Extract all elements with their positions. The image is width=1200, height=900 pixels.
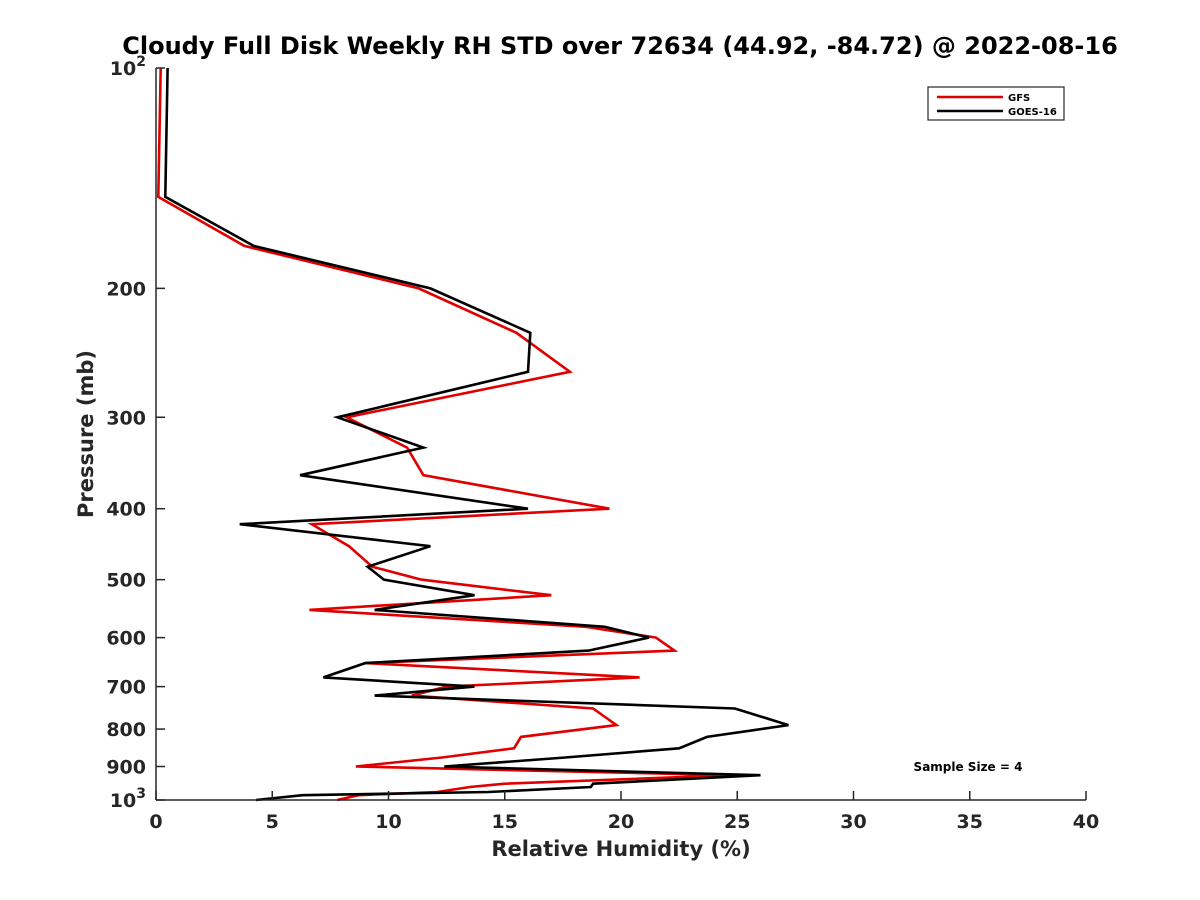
x-tick-label: 40	[1073, 811, 1099, 833]
y-tick-label: 103	[110, 786, 146, 812]
legend-box	[927, 86, 1065, 121]
x-tick-label: 30	[840, 811, 866, 833]
y-tick-label: 900	[106, 757, 146, 779]
chart-title: Cloudy Full Disk Weekly RH STD over 7263…	[122, 32, 1118, 60]
x-tick-label: 5	[266, 811, 279, 833]
x-tick-label: 10	[375, 811, 401, 833]
x-tick-label: 15	[492, 811, 518, 833]
x-tick-label: 35	[957, 811, 983, 833]
legend: GFS GOES-16	[927, 86, 1065, 121]
legend-label-goes16: GOES-16	[1008, 107, 1057, 118]
y-tick-label: 300	[106, 407, 146, 429]
x-axis-label: Relative Humidity (%)	[491, 837, 750, 861]
y-axis-ticks: 102 200 300 400 500 600 700 800 900 103	[106, 54, 165, 812]
y-tick-label: 400	[106, 499, 146, 521]
x-tick-label: 25	[724, 811, 750, 833]
y-tick-label: 200	[106, 278, 146, 300]
sample-size-annotation: Sample Size = 4	[914, 760, 1023, 774]
y-tick-label: 800	[106, 719, 146, 741]
y-tick-label: 500	[106, 570, 146, 592]
series-line-gfs	[156, 67, 733, 802]
y-axis-label: Pressure (mb)	[74, 350, 98, 518]
x-tick-label: 0	[149, 811, 162, 833]
y-tick-label: 102	[110, 54, 146, 80]
legend-label-gfs: GFS	[1008, 93, 1030, 104]
y-tick-label: 600	[106, 628, 146, 650]
x-tick-label: 20	[608, 811, 634, 833]
series-lines	[156, 67, 789, 802]
x-axis-ticks: 0 5 10 15 20 25 30 35 40	[149, 791, 1099, 833]
y-tick-label: 700	[106, 677, 146, 699]
series-line-goes16	[163, 67, 789, 802]
